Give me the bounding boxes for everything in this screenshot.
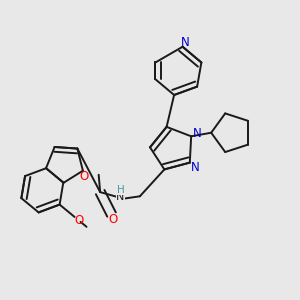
Text: H: H <box>117 185 124 195</box>
Text: N: N <box>181 36 189 50</box>
Text: O: O <box>74 214 83 227</box>
Text: N: N <box>191 160 200 174</box>
Text: N: N <box>193 128 202 140</box>
Text: O: O <box>80 169 89 183</box>
Text: N: N <box>116 192 125 202</box>
Text: O: O <box>108 213 117 226</box>
